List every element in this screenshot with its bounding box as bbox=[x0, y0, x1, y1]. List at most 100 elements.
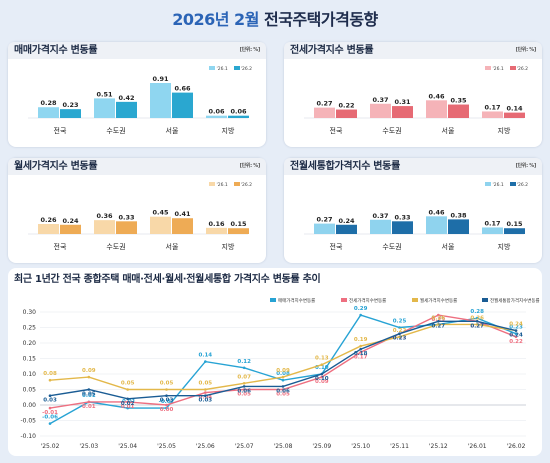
data-point bbox=[242, 366, 246, 370]
data-point bbox=[514, 329, 518, 332]
legend-label: 월세가격지수변동률 bbox=[420, 297, 457, 304]
data-label: 0.22 bbox=[393, 328, 407, 334]
panel-jeonse-price: 전세가격지수 변동률 [단위: %] '26.1 '26.2 0.27 0.22 전국 0.3… bbox=[284, 42, 542, 147]
legend-swatch bbox=[485, 66, 492, 70]
panel-bar-chart: 0.27 0.24 전국 0.37 0.33 수도권 0.46 0.38 서울 0.17 0.15 지… bbox=[304, 208, 525, 251]
data-point bbox=[242, 382, 246, 385]
category-label: 수도권 bbox=[106, 127, 125, 135]
data-label: 0.06 bbox=[276, 388, 290, 394]
bar-value-label: 0.41 bbox=[174, 210, 191, 218]
data-point bbox=[126, 388, 129, 391]
data-label: 0.05 bbox=[199, 381, 213, 387]
panel-bar-chart: 0.26 0.24 전국 0.36 0.33 수도권 0.45 0.41 서울 0.16 0.15 지… bbox=[28, 209, 249, 251]
bar-value-label: 0.24 bbox=[338, 217, 355, 225]
unit-label: [단위: %] bbox=[515, 47, 537, 53]
bar bbox=[116, 221, 137, 234]
data-point bbox=[281, 378, 285, 382]
data-label: 0.12 bbox=[237, 359, 251, 365]
bar bbox=[426, 216, 447, 234]
x-tick-label: '25.08 bbox=[274, 443, 293, 450]
bar bbox=[336, 224, 357, 234]
legend-swatch bbox=[233, 182, 240, 186]
bar-value-label: 0.23 bbox=[62, 101, 78, 109]
data-point bbox=[437, 323, 440, 326]
data-point bbox=[87, 400, 91, 404]
bar-value-label: 0.31 bbox=[394, 98, 411, 106]
data-label: 0.08 bbox=[276, 371, 290, 377]
y-tick-label: 0.05 bbox=[23, 387, 37, 394]
y-tick-label: 0.30 bbox=[23, 309, 37, 316]
x-tick-label: '25.03 bbox=[79, 443, 98, 450]
data-point bbox=[320, 375, 324, 379]
y-tick-label: 0.00 bbox=[23, 402, 37, 409]
bar bbox=[448, 104, 469, 118]
panel-sale-price: 매매가격지수 변동률 [단위: %] '26.1 '26.2 0.28 0.23 전국 0.5… bbox=[8, 42, 266, 147]
y-tick-label: 0.15 bbox=[23, 356, 37, 363]
unit-label: [단위: %] bbox=[239, 47, 261, 53]
y-tick-label: -0.05 bbox=[20, 418, 36, 425]
panel-legend: '26.1 '26.2 bbox=[485, 182, 534, 188]
category-label: 서울 bbox=[442, 126, 455, 135]
data-label: -0.01 bbox=[42, 410, 58, 416]
bar-value-label: 0.27 bbox=[316, 100, 332, 108]
data-point bbox=[165, 388, 168, 391]
bar-value-label: 0.46 bbox=[428, 92, 445, 100]
bar bbox=[172, 218, 193, 234]
category-label: 수도권 bbox=[382, 243, 401, 251]
data-label: 0.13 bbox=[315, 356, 329, 362]
data-label: 0.06 bbox=[237, 388, 251, 394]
bar bbox=[172, 92, 193, 118]
x-tick-label: '25.10 bbox=[351, 443, 370, 450]
bar bbox=[426, 100, 447, 118]
legend-label: '26.1 bbox=[492, 66, 504, 72]
bar bbox=[448, 219, 469, 234]
bar-value-label: 0.36 bbox=[96, 212, 113, 220]
x-tick-label: '25.06 bbox=[196, 443, 215, 450]
bar bbox=[60, 109, 81, 118]
data-label: 0.26 bbox=[470, 315, 484, 321]
data-label: 0.18 bbox=[354, 351, 368, 357]
bar bbox=[38, 224, 59, 234]
panel-title: 월세가격지수 변동률 [단위: %] bbox=[8, 158, 266, 175]
category-label: 수도권 bbox=[106, 243, 125, 251]
bar-value-label: 0.27 bbox=[316, 216, 332, 224]
bar bbox=[504, 228, 525, 234]
data-point bbox=[165, 406, 168, 410]
data-point bbox=[359, 344, 362, 348]
category-label: 지방 bbox=[498, 126, 511, 135]
bar-value-label: 0.28 bbox=[40, 99, 57, 107]
data-point bbox=[359, 313, 362, 317]
data-point bbox=[398, 332, 401, 335]
data-point bbox=[204, 360, 207, 363]
bar bbox=[370, 219, 391, 234]
legend-swatch bbox=[412, 298, 418, 302]
legend-label: '26.2 bbox=[516, 66, 528, 72]
data-point bbox=[281, 375, 285, 379]
bar bbox=[116, 101, 137, 118]
bar bbox=[336, 109, 357, 118]
data-point bbox=[242, 388, 246, 391]
data-label: 0.10 bbox=[315, 376, 329, 382]
x-tick-label: '25.12 bbox=[429, 443, 448, 450]
data-label: 0.03 bbox=[160, 398, 174, 404]
data-point bbox=[48, 422, 52, 425]
legend-swatch bbox=[509, 66, 516, 70]
data-point bbox=[87, 388, 91, 391]
data-point bbox=[165, 394, 168, 397]
y-tick-label: -0.10 bbox=[20, 433, 36, 440]
data-point bbox=[87, 375, 91, 379]
x-tick-label: '26.01 bbox=[468, 443, 487, 450]
bar-value-label: 0.51 bbox=[96, 90, 113, 98]
bar bbox=[206, 115, 227, 118]
data-point bbox=[281, 385, 285, 388]
data-point bbox=[475, 323, 479, 326]
category-label: 전국 bbox=[54, 242, 67, 251]
data-label: 0.05 bbox=[276, 392, 290, 398]
bar bbox=[228, 228, 249, 234]
data-label: 0.07 bbox=[237, 374, 251, 380]
bar bbox=[150, 216, 171, 234]
panel-legend: '26.1 '26.2 bbox=[209, 66, 258, 72]
unit-label: [단위: %] bbox=[239, 163, 261, 169]
data-point bbox=[359, 351, 362, 354]
data-point bbox=[281, 388, 285, 391]
